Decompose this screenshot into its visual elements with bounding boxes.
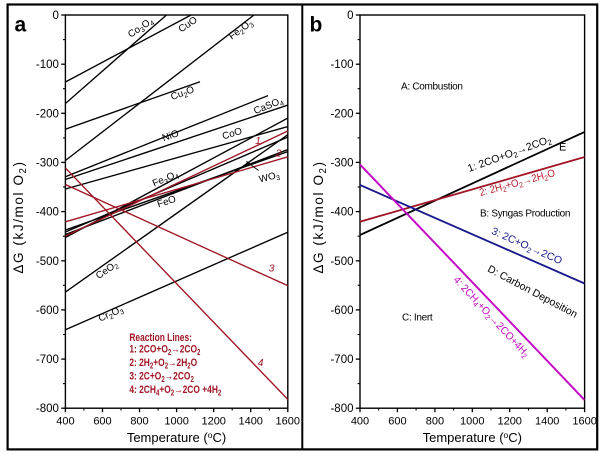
svg-text:Cu2O: Cu2O [169,84,196,104]
svg-text:2: 2H2+O2→2H2O: 2: 2H2+O2→2H2O [478,167,557,200]
svg-text:-700: -700 [330,354,353,366]
svg-text:3: 2C+O2→2CO2: 3: 2C+O2→2CO2 [129,371,194,385]
svg-text:1600: 1600 [572,416,596,428]
svg-text:ΔG (kJ/mol O2): ΔG (kJ/mol O2) [311,160,329,273]
svg-text:600: 600 [93,416,111,428]
svg-text:WO3: WO3 [258,170,281,187]
svg-text:NiO: NiO [161,128,181,144]
svg-text:1600: 1600 [276,416,300,428]
svg-text:-400: -400 [330,207,353,219]
svg-text:-300: -300 [330,157,353,169]
svg-text:1200: 1200 [201,416,225,428]
svg-text:-500: -500 [330,256,353,268]
svg-text:800: 800 [130,416,148,428]
svg-text:-300: -300 [36,157,59,169]
svg-text:-400: -400 [36,207,59,219]
svg-text:400: 400 [56,416,74,428]
svg-text:1400: 1400 [535,416,559,428]
svg-text:-700: -700 [36,354,59,366]
svg-text:1: 2CO+O2→2CO2: 1: 2CO+O2→2CO2 [129,344,200,358]
svg-text:-500: -500 [36,256,59,268]
svg-text:0: 0 [52,10,58,22]
svg-text:A: Combustion: A: Combustion [401,81,463,92]
svg-text:-800: -800 [36,403,59,415]
svg-text:1: 1 [255,135,261,147]
svg-text:1200: 1200 [497,416,521,428]
svg-text:-100: -100 [330,59,353,71]
svg-text:1000: 1000 [460,416,484,428]
svg-text:Temperature (oC): Temperature (oC) [423,430,522,445]
svg-text:3: 3 [269,263,275,275]
svg-text:-200: -200 [36,108,59,120]
svg-text:2: 2 [275,147,282,159]
svg-text:ΔG (kJ/mol O2): ΔG (kJ/mol O2) [11,160,29,273]
svg-text:-600: -600 [36,305,59,317]
svg-text:1400: 1400 [238,416,262,428]
svg-text:-200: -200 [330,108,353,120]
svg-text:-600: -600 [330,305,353,317]
svg-text:-100: -100 [36,59,59,71]
svg-text:600: 600 [388,416,406,428]
svg-text:2: 2H2+O2→2H2O: 2: 2H2+O2→2H2O [129,357,197,371]
svg-text:Temperature (oC): Temperature (oC) [127,430,226,445]
svg-text:800: 800 [426,416,444,428]
svg-text:E: E [559,142,566,154]
svg-text:400: 400 [351,416,369,428]
svg-text:B: Syngas Production: B: Syngas Production [480,208,570,219]
svg-text:-800: -800 [330,403,353,415]
svg-text:Reaction Lines:: Reaction Lines: [129,332,192,344]
svg-text:b: b [310,14,323,37]
svg-text:Cr2O3: Cr2O3 [97,304,126,326]
svg-text:C: Inert: C: Inert [402,312,433,323]
svg-text:4: 4 [258,357,264,369]
svg-text:4: 2CH4+O2→2CO +4H2: 4: 2CH4+O2→2CO +4H2 [129,384,221,398]
svg-text:a: a [15,14,27,37]
svg-text:0: 0 [347,10,353,22]
svg-text:1000: 1000 [164,416,188,428]
svg-text:Fe3O4: Fe3O4 [151,169,181,191]
